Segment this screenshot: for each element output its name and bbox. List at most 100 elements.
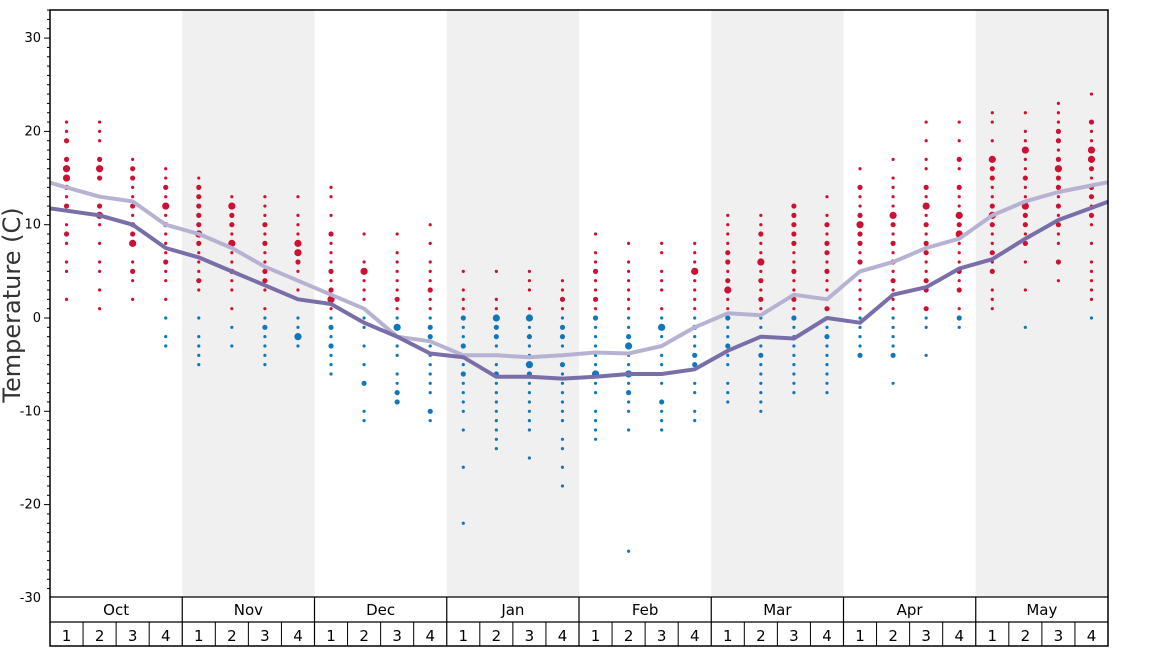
cold-dot (328, 343, 334, 349)
warm-dot (131, 157, 135, 161)
cold-dot (957, 325, 961, 329)
cold-dot (460, 315, 466, 321)
warm-dot (626, 288, 631, 292)
cold-dot (428, 372, 432, 376)
month-label-jan: Jan (500, 601, 524, 619)
warm-dot (693, 279, 697, 283)
cold-dot (328, 324, 334, 330)
warm-dot (990, 185, 994, 189)
warm-dot (593, 279, 598, 283)
month-label-nov: Nov (234, 601, 263, 619)
cold-dot (759, 400, 763, 404)
warm-dot (196, 212, 202, 218)
warm-dot (858, 167, 862, 171)
cold-dot (527, 391, 532, 395)
week-label: 3 (525, 627, 535, 645)
cold-dot (494, 344, 498, 348)
cold-dot (592, 315, 599, 321)
warm-dot (824, 306, 830, 312)
warm-dot (263, 307, 267, 311)
warm-dot (856, 221, 864, 229)
warm-dot (593, 288, 598, 292)
warm-dot (593, 307, 598, 311)
warm-dot (64, 260, 69, 264)
y-tick-label: -20 (20, 498, 41, 513)
warm-dot (97, 260, 102, 264)
warm-dot (64, 297, 69, 301)
warm-dot (1056, 148, 1061, 152)
cold-dot (197, 316, 201, 320)
warm-dot (989, 203, 995, 209)
cold-dot (560, 419, 565, 423)
warm-dot (1055, 222, 1062, 228)
warm-dot (990, 288, 994, 292)
warm-dot (758, 231, 764, 237)
cold-dot (759, 409, 763, 413)
cold-dot (262, 324, 268, 330)
warm-dot (130, 175, 136, 181)
warm-dot (229, 212, 235, 218)
warm-dot (792, 288, 796, 292)
warm-dot (1023, 185, 1027, 189)
warm-dot (924, 232, 928, 236)
warm-dot (164, 297, 168, 301)
warm-dot (989, 175, 995, 181)
cold-dot (494, 447, 498, 451)
warm-dot (792, 251, 796, 255)
warm-dot (362, 279, 366, 283)
warm-dot (263, 288, 267, 292)
warm-dot (857, 231, 863, 237)
warm-dot (891, 232, 895, 236)
warm-dot (262, 278, 268, 284)
warm-dot (1056, 232, 1061, 236)
warm-dot (1023, 129, 1027, 133)
cold-dot (395, 344, 399, 348)
cold-dot (197, 335, 201, 339)
warm-dot (957, 241, 961, 245)
cold-dot (593, 344, 598, 348)
warm-dot (660, 251, 664, 255)
warm-dot (858, 297, 862, 301)
warm-dot (131, 260, 135, 264)
cold-dot (527, 400, 532, 404)
warm-dot (956, 184, 962, 190)
week-label: 4 (954, 627, 964, 645)
warm-dot (164, 269, 168, 273)
warm-dot (990, 241, 994, 245)
warm-dot (924, 120, 928, 124)
warm-dot (263, 260, 267, 264)
cold-dot (560, 316, 565, 320)
warm-dot (97, 307, 102, 311)
cold-dot (625, 390, 632, 396)
warm-dot (230, 279, 234, 283)
cold-dot (395, 372, 399, 376)
warm-dot (328, 287, 334, 293)
cold-dot (825, 381, 829, 385)
warm-dot (592, 268, 599, 274)
cold-dot (329, 372, 333, 376)
warm-dot (924, 260, 928, 264)
warm-dot (63, 203, 70, 209)
cold-dot (527, 325, 532, 329)
warm-dot (64, 269, 69, 273)
warm-dot (660, 279, 664, 283)
warm-dot (791, 231, 797, 237)
warm-dot (97, 223, 102, 227)
warm-dot (296, 195, 300, 199)
warm-dot (957, 279, 961, 283)
warm-dot (295, 259, 301, 265)
cold-dot (759, 381, 763, 385)
warm-dot (262, 222, 268, 228)
cold-dot (527, 409, 532, 413)
warm-dot (923, 184, 929, 190)
warm-dot (726, 297, 730, 301)
warm-dot (890, 240, 896, 246)
warm-dot (197, 176, 201, 180)
warm-dot (923, 222, 929, 228)
cold-dot (362, 363, 366, 367)
warm-dot (560, 307, 565, 311)
warm-dot (726, 269, 730, 273)
week-label: 3 (657, 627, 667, 645)
cold-dot (428, 363, 432, 367)
week-label: 4 (558, 627, 568, 645)
